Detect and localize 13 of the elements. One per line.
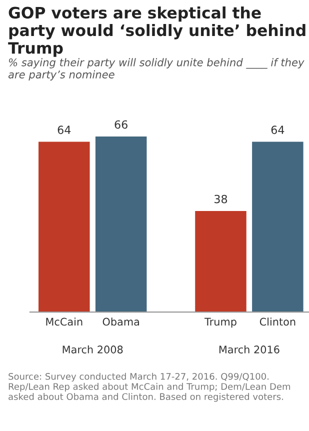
- x-tick-label: Obama: [102, 318, 139, 326]
- text: March 2016: [219, 345, 280, 354]
- data-label: 64: [58, 126, 71, 134]
- x-tick-label: Clinton: [260, 318, 296, 326]
- data-label: 38: [214, 194, 228, 204]
- source-note: Source: Survey conducted March 17-27, 2016. Q99/Q100. Rep/Lean Rep asked about McCain and Trump; Dem/Lean Dem asked about Obama and Clinton. Based on registered voters.: [8, 372, 290, 402]
- x-tick-label: Trump: [204, 318, 236, 328]
- text: March 2008: [62, 345, 123, 354]
- chart-title: GOP voters are skeptical the party would ‘solidly unite’ behind Trump: [8, 6, 306, 57]
- data-label: 66: [114, 120, 128, 129]
- chart-subtitle: % saying their party will solidly unite behind ____ if they are party’s nominee: [8, 58, 304, 81]
- x-tick-label: McCain: [46, 318, 82, 326]
- data-label: 64: [271, 126, 284, 134]
